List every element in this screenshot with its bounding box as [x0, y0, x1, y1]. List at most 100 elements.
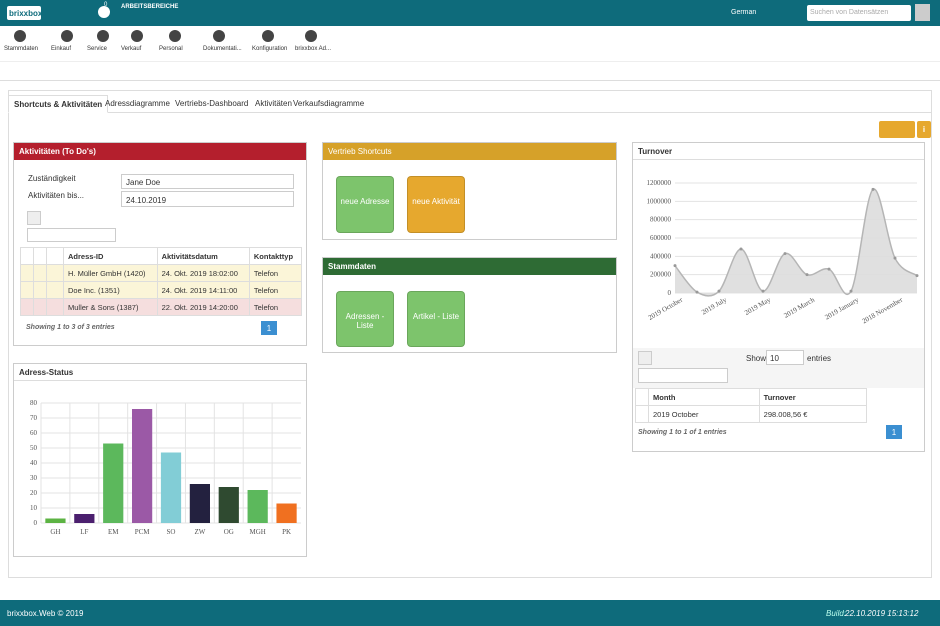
- nav-item[interactable]: Service: [87, 46, 108, 52]
- tab[interactable]: Verkaufsdiagramme: [293, 99, 365, 108]
- row-action[interactable]: [20, 298, 34, 316]
- row-action[interactable]: [635, 405, 649, 423]
- bar: [247, 490, 268, 523]
- point: [739, 247, 743, 251]
- row-action[interactable]: [33, 298, 47, 316]
- cell: 2019 October: [648, 405, 760, 423]
- info-button[interactable]: i: [917, 121, 931, 138]
- address-status-panel: Adress-Status 0 10 20 30 40 50 60 70 80 GH LF EM PCM…: [13, 363, 307, 557]
- x-tick-label: 2019 July: [700, 296, 728, 317]
- label: Show: [746, 354, 767, 363]
- cell: 24. Okt. 2019 14:11:00: [156, 281, 250, 299]
- point: [673, 264, 677, 268]
- build-label: Build:: [826, 609, 847, 618]
- filter-input[interactable]: [27, 228, 116, 242]
- tabs: Shortcuts & Aktivitäten Adressdiagramme Ve…: [8, 95, 932, 113]
- tab[interactable]: Aktivitäten: [255, 99, 292, 108]
- y-tick-label: 50: [30, 444, 38, 452]
- x-tick-label: SO: [167, 528, 176, 536]
- nav-icon: [169, 30, 181, 42]
- length-select[interactable]: 10: [766, 350, 804, 365]
- row-action[interactable]: [33, 281, 47, 299]
- label: Zuständigkeit: [28, 174, 76, 183]
- search-button[interactable]: [638, 351, 652, 365]
- user-icon[interactable]: [98, 6, 110, 18]
- row-action[interactable]: [20, 264, 34, 282]
- page-button[interactable]: 1: [886, 425, 902, 439]
- shortcut-button[interactable]: neue Aktivität: [407, 176, 465, 233]
- nav-item[interactable]: brixxbox Ad...: [295, 46, 332, 52]
- content: [8, 90, 932, 578]
- tab[interactable]: Shortcuts & Aktivitäten: [8, 95, 109, 113]
- x-tick-label: 2019 May: [743, 296, 772, 317]
- y-tick-label: 40: [30, 459, 38, 467]
- row-action[interactable]: [46, 298, 64, 316]
- shortcut-button[interactable]: Artikel - Liste: [407, 291, 465, 347]
- nav-item[interactable]: Verkauf: [121, 46, 142, 52]
- y-tick-label: 1200000: [647, 179, 672, 187]
- nav-item[interactable]: Konfiguration: [252, 46, 288, 52]
- x-tick-label: PK: [282, 528, 291, 536]
- nav-item[interactable]: Dokumentati...: [203, 46, 242, 52]
- point: [695, 290, 699, 294]
- cell: Telefon: [248, 281, 303, 299]
- y-tick-label: 20: [30, 489, 38, 497]
- nav-item[interactable]: Einkauf: [51, 46, 72, 52]
- nav-item[interactable]: Stammdaten: [4, 46, 39, 52]
- panel-title: Aktivitäten (To Do's): [14, 143, 306, 160]
- point: [893, 256, 897, 260]
- x-tick-label: MGH: [249, 528, 265, 536]
- point: [871, 187, 875, 191]
- row-action[interactable]: [46, 264, 64, 282]
- avatar[interactable]: [915, 4, 930, 21]
- settings-button[interactable]: [879, 121, 915, 138]
- y-tick-label: 0: [34, 519, 38, 527]
- bar: [160, 452, 182, 523]
- table-row: H. Müller GmbH (1420) 24. Okt. 2019 18:02…: [20, 264, 303, 282]
- shortcuts-panel: Vertrieb Shortcuts neue Adresse neue Akt…: [322, 142, 617, 240]
- bar-chart: 0 10 20 30 40 50 60 70 80 GH LF EM PCM SO ZW OG MGH PK: [30, 399, 301, 536]
- workspaces[interactable]: ARBEITSBEREICHE: [121, 4, 179, 10]
- tab[interactable]: Vertriebs-Dashboard: [175, 99, 249, 108]
- nav-item[interactable]: Personal: [159, 46, 183, 52]
- copyright: brixxbox.Web © 2019: [7, 609, 84, 618]
- x-tick-label: PCM: [135, 528, 151, 536]
- x-tick-label: 2019 October: [647, 295, 685, 321]
- shortcut-button[interactable]: neue Adresse: [336, 176, 394, 233]
- cell: Muller & Sons (1387): [63, 298, 158, 316]
- point: [717, 289, 721, 293]
- panel-title: Adress-Status: [14, 364, 306, 381]
- table-row: 2019 October 298.008,56 €: [635, 405, 868, 423]
- header-row: Month Turnover: [635, 388, 868, 406]
- table-row: Doe Inc. (1351) 24. Okt. 2019 14:11:00 Tel…: [20, 281, 303, 299]
- language[interactable]: German: [731, 9, 757, 16]
- logo[interactable]: brixxbox: [7, 6, 42, 20]
- y-tick-label: 60: [30, 429, 38, 437]
- point: [783, 252, 787, 256]
- search-input[interactable]: Suchen von Datensätzen: [807, 5, 911, 21]
- notification-count: 0: [104, 2, 108, 8]
- shortcut-button[interactable]: Adressen - Liste: [336, 291, 394, 347]
- point: [915, 274, 919, 278]
- y-tick-label: 70: [30, 414, 38, 422]
- filter-input[interactable]: [638, 368, 728, 383]
- cell: H. Müller GmbH (1420): [63, 264, 158, 282]
- nav-icon: [305, 30, 317, 42]
- page-button[interactable]: 1: [261, 321, 277, 335]
- header-cell: [635, 388, 649, 406]
- header-cell: Turnover: [758, 388, 868, 406]
- row-action[interactable]: [33, 264, 47, 282]
- row-action[interactable]: [20, 281, 34, 299]
- panel-title: Vertrieb Shortcuts: [323, 143, 616, 160]
- date-input[interactable]: 24.10.2019: [121, 191, 294, 207]
- point: [849, 289, 853, 293]
- y-tick-label: 10: [30, 504, 38, 512]
- select[interactable]: Jane Doe: [121, 174, 294, 189]
- panel-title: Turnover: [633, 143, 924, 160]
- tab[interactable]: Adressdiagramme: [105, 99, 170, 108]
- y-tick-label: 800000: [650, 216, 672, 224]
- row-action[interactable]: [46, 281, 64, 299]
- search-button[interactable]: [27, 211, 41, 225]
- nav-icon: [131, 30, 143, 42]
- activities-panel: Aktivitäten (To Do's) Zuständigkeit Jane…: [13, 142, 307, 346]
